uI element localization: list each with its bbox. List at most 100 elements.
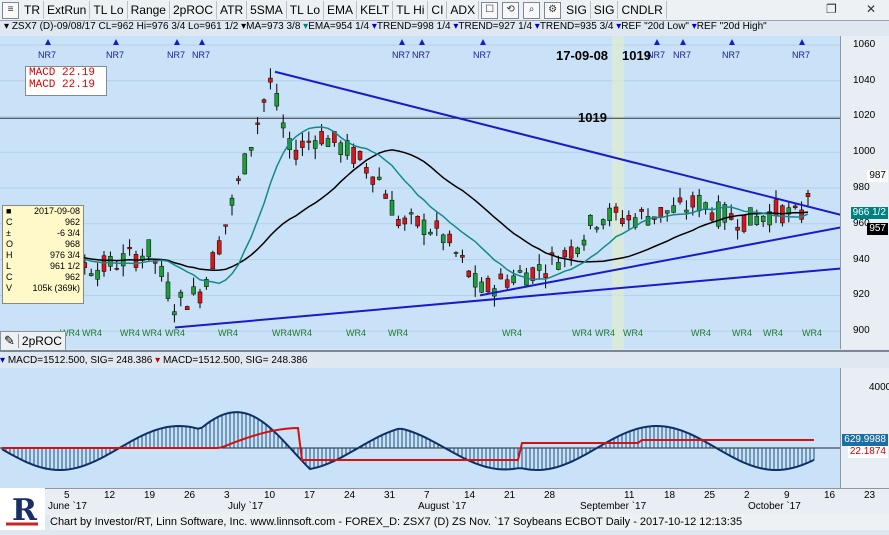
wr4-label: WR4 [691, 328, 711, 338]
data-value: -6 3/4 [56, 228, 80, 238]
toolbar-btn-atr[interactable]: ATR [217, 1, 248, 19]
toolbar-btn-sig[interactable]: SIG [591, 1, 619, 19]
nr7-arrow [729, 39, 735, 45]
ma-price-tag: 966 1/2 [850, 207, 888, 220]
candle-body [396, 219, 401, 227]
wr4-label: WR4 [595, 328, 615, 338]
toolbar-btn-tl-lo[interactable]: TL Lo [287, 1, 325, 19]
candle-body [556, 262, 561, 270]
toolbar-btn-kelt[interactable]: KELT [357, 1, 394, 19]
dropdown-icon[interactable]: ▾ [4, 21, 10, 32]
candle-body [236, 178, 241, 181]
pencil-icon[interactable]: ✎ [4, 333, 15, 348]
toolbar-btn-tl-lo[interactable]: TL Lo [90, 1, 128, 19]
search-icon[interactable]: ⌕ [523, 1, 541, 19]
candle-body [485, 277, 491, 293]
price-tick: 1020 [853, 110, 876, 122]
candle-body [664, 210, 670, 214]
data-row: V 105k (369k) [3, 283, 83, 294]
data-key: C [6, 217, 13, 227]
settings-icon[interactable]: ⚙ [544, 1, 562, 19]
candle-body [108, 256, 113, 267]
toolbar-btn-extrun[interactable]: ExtRun [44, 1, 91, 19]
candle-body [370, 176, 376, 185]
close-icon[interactable]: ✕ [866, 2, 877, 16]
toolbar-btn-tr[interactable]: TR [21, 1, 44, 19]
time-tick: 9 [784, 490, 790, 501]
candle-body [325, 138, 331, 147]
wr4-label: WR4 [165, 328, 185, 338]
candle-body [165, 281, 171, 299]
candle-body [344, 140, 350, 156]
candle-body [338, 142, 344, 155]
candle-body [210, 252, 216, 270]
candle-body [504, 279, 510, 288]
candle-body [709, 212, 715, 221]
price-tick: 900 [853, 325, 870, 337]
candle-body [127, 246, 132, 250]
candle-body [184, 306, 190, 311]
subpane-toolbar: ✎ 2pROC [0, 331, 66, 351]
header-symbol: ZSX7 (D)-09/08/17 CL=962 Hi=976 3/4 Lo=9… [11, 21, 239, 32]
restore-icon[interactable]: ❐ [826, 2, 837, 16]
toolbar-btn-5sma[interactable]: 5SMA [247, 1, 287, 19]
macd-pane[interactable] [0, 368, 841, 488]
wr4-label: WR4 [763, 328, 783, 338]
pane-divider[interactable] [0, 350, 889, 352]
data-key: V [6, 283, 13, 293]
toolbar-btn-range[interactable]: Range [128, 1, 170, 19]
chart-header: ▾ ZSX7 (D)-09/08/17 CL=962 Hi=976 3/4 Lo… [4, 21, 767, 32]
macd-header-b: MACD=1512.500, SIG= 248.386 [162, 355, 308, 366]
candle-body [415, 215, 420, 227]
candle-body [178, 291, 184, 298]
toolbar-btn-ema[interactable]: EMA [324, 1, 358, 19]
candle-body [536, 264, 542, 271]
toolbar-btn-adx[interactable]: ADX [447, 1, 480, 19]
time-tick: 23 [864, 490, 876, 501]
time-tick: 28 [544, 490, 556, 501]
checkbox-icon[interactable]: ☐ [481, 1, 499, 19]
toolbar-btn-2proc[interactable]: 2pROC [170, 1, 217, 19]
candle-body [767, 211, 772, 226]
time-axis: June `17 5 12 19 26 3 July `17 10 17 24 31 7 August … [0, 488, 889, 515]
macd-header-a: MACD=1512.500, SIG= 248.386 [7, 355, 153, 366]
price-tick: 940 [853, 253, 870, 265]
candle-body [88, 273, 94, 276]
candle-body [402, 217, 408, 225]
date-annotation: 17-09-08 [556, 48, 609, 63]
data-window: ■ 2017-09-08 C 962 ± -6 3/4 O 968 H 976 3/4 L 961 … [2, 205, 84, 304]
candle-body [223, 224, 228, 227]
menu-icon[interactable]: ≡ [2, 1, 19, 19]
price-pane[interactable]: NR7 NR7 NR7 NR7 NR7 NR7 NR7 NR7 NR7 NR7 NR7 WR4 WR4 W… [0, 36, 841, 349]
data-date: 2017-09-08 [33, 206, 80, 216]
nr7-label: NR7 [673, 50, 691, 60]
candle-body [581, 239, 587, 246]
toolbar-btn-cndlr[interactable]: CNDLR [618, 1, 667, 19]
toolbar-btn-sig[interactable]: SIG [563, 1, 591, 19]
header-ma: MA=973 3/8 [246, 21, 301, 32]
toolbar-btn-ci[interactable]: CI [428, 1, 448, 19]
data-icon: ■ [6, 206, 12, 216]
subpane-label[interactable]: 2pROC [17, 334, 65, 348]
time-tick: 24 [344, 490, 356, 501]
data-value: 962 [64, 272, 80, 282]
data-key: O [6, 239, 14, 249]
candle-body [351, 146, 356, 164]
price-tick: 960 [853, 217, 870, 229]
time-tick: 2 [744, 490, 750, 501]
candle-body [716, 201, 721, 227]
candle-body [300, 140, 305, 148]
refresh-icon[interactable]: ⟲ [502, 1, 520, 19]
candle-body [146, 239, 152, 258]
toolbar-btn-tl-hi[interactable]: TL Hi [393, 1, 429, 19]
wr4-label: WR4 [388, 328, 408, 338]
candle-body [760, 215, 766, 222]
investor-rt-logo: R [0, 488, 45, 530]
candle-body [197, 291, 203, 304]
candle-body [447, 233, 452, 244]
main-toolbar: ≡ TR ExtRun TL Lo Range 2pROC ATR 5SMA TL Lo EMA… [0, 0, 889, 21]
candle-body [722, 204, 728, 223]
header-ema: EMA=954 1/4 [308, 21, 370, 32]
macd-dropdown-icon[interactable]: ▾ [0, 355, 6, 366]
candle-body [306, 140, 312, 143]
